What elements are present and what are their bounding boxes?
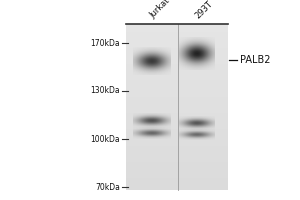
- Text: 170kDa: 170kDa: [90, 38, 120, 47]
- Text: 100kDa: 100kDa: [90, 134, 120, 144]
- Text: 130kDa: 130kDa: [90, 86, 120, 95]
- Text: PALB2: PALB2: [240, 55, 271, 65]
- Text: Jurkat: Jurkat: [148, 0, 172, 20]
- Text: 293T: 293T: [193, 0, 214, 20]
- Text: 70kDa: 70kDa: [95, 182, 120, 192]
